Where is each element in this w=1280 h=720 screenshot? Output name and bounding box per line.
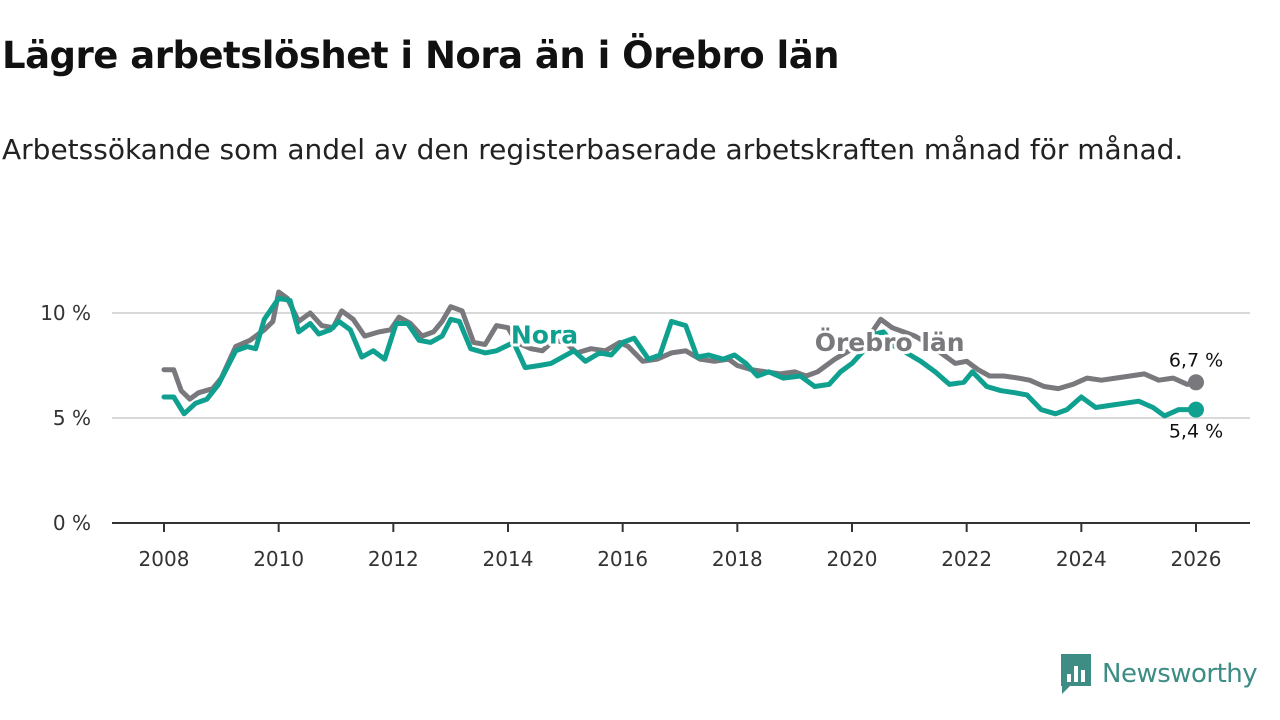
end-point-nora xyxy=(1188,401,1204,418)
x-tick-label: 2012 xyxy=(368,547,419,571)
end-value-label-nora: 5,4 % xyxy=(1169,421,1223,443)
y-tick-label: 10 % xyxy=(40,301,91,325)
series-line-orebro-lan xyxy=(161,289,1199,402)
end-point-orebro-lan xyxy=(1188,374,1204,391)
x-tick-label: 2016 xyxy=(597,547,648,571)
x-tick-label: 2022 xyxy=(941,547,992,571)
end-value-label-orebro-lan: 6,7 % xyxy=(1169,349,1223,371)
x-tick-label: 2026 xyxy=(1171,547,1222,571)
x-tick-label: 2010 xyxy=(253,547,304,571)
series-label-orebro-lan: Örebro län xyxy=(815,327,965,357)
series-label-nora: Nora xyxy=(511,320,578,349)
series-line-nora xyxy=(161,295,1199,419)
bar-chart-bubble-icon xyxy=(1061,654,1091,694)
x-axis: 2008 2010 2012 2014 2016 2018 2020 2022 2024 2026 xyxy=(112,522,1250,571)
y-tick-label: 0 % xyxy=(53,511,91,535)
x-tick-label: 2014 xyxy=(483,547,534,571)
y-tick-label: 5 % xyxy=(53,406,91,430)
series-labels: 6,7 % Örebro län 5,4 % Nora xyxy=(508,317,1223,443)
x-tick-label: 2018 xyxy=(712,547,763,571)
x-tick-label: 2024 xyxy=(1056,547,1107,571)
brand-name: Newsworthy xyxy=(1102,659,1258,689)
x-tick-label: 2020 xyxy=(827,547,878,571)
newsworthy-logo: Newsworthy xyxy=(1058,652,1258,696)
x-tick-label: 2008 xyxy=(139,547,190,571)
chart-subtitle: Arbetssökande som andel av den registerb… xyxy=(2,133,1184,166)
chart-title: Lägre arbetslöshet i Nora än i Örebro lä… xyxy=(2,34,840,77)
series-lines xyxy=(161,289,1204,419)
gridlines: 0 % 5 % 10 % xyxy=(40,301,1250,535)
